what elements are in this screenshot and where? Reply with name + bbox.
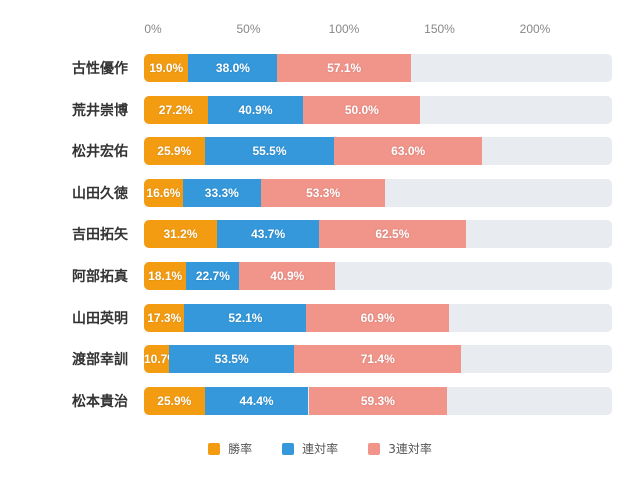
data-label: 53.3% (306, 185, 341, 200)
data-label: 18.1% (148, 269, 183, 283)
bar-segment[interactable]: 40.9% (239, 262, 336, 290)
data-label: 50.0% (344, 102, 379, 117)
data-label: 40.9% (238, 102, 273, 117)
bar-segment[interactable]: 27.2% (144, 95, 208, 124)
data-label: 25.9% (157, 144, 192, 159)
bar-track: 18.1% 22.7% 40.9% (144, 262, 612, 290)
bar-track: 27.2% 40.9% 50.0% (144, 95, 612, 124)
bar-segment[interactable]: 38.0% (188, 54, 278, 82)
bar-segment[interactable]: 50.0% (303, 95, 421, 124)
category-label: 山田英明 (72, 310, 128, 327)
bar-segment[interactable]: 18.1% (144, 262, 187, 290)
bar-segment[interactable]: 33.3% (182, 178, 261, 207)
x-tick-label: 100% (328, 22, 360, 36)
bar-segment[interactable]: 16.6% (144, 178, 183, 207)
data-label: 25.9% (157, 393, 192, 408)
bar-row: 渡部幸訓 10.7% 53.5% 71.4% (0, 345, 640, 374)
bar-track: 25.9% 55.5% 63.0% (144, 137, 612, 166)
data-label: 31.2% (163, 227, 198, 242)
category-label: 松井宏佑 (72, 144, 128, 161)
category-label: 荒井崇博 (72, 102, 128, 119)
bar-track: 16.6% 33.3% 53.3% (144, 178, 612, 207)
category-label: 阿部拓真 (72, 269, 128, 285)
bar-row: 荒井崇博 27.2% 40.9% 50.0% (0, 95, 640, 124)
legend-item[interactable]: 連対率 (282, 440, 338, 457)
data-label: 52.1% (228, 310, 263, 325)
bar-segment[interactable]: 31.2% (144, 220, 217, 249)
data-label: 59.3% (360, 393, 395, 408)
x-tick-label: 200% (519, 22, 551, 36)
bar-segment[interactable]: 63.0% (334, 137, 482, 166)
bar-track: 25.9% 44.4% 59.3% (144, 386, 612, 415)
bar-segment[interactable]: 52.1% (184, 303, 307, 332)
legend-swatch (208, 442, 221, 455)
data-label: 27.2% (158, 102, 193, 117)
legend-swatch (282, 442, 295, 455)
bar-row: 山田久徳 16.6% 33.3% 53.3% (0, 178, 640, 207)
bar-segment[interactable]: 53.3% (260, 178, 386, 207)
bar-row: 松本貴治 25.9% 44.4% 59.3% (0, 386, 640, 415)
data-label: 53.5% (214, 352, 249, 367)
x-tick-label: 50% (236, 22, 261, 36)
bar-segment[interactable]: 71.4% (294, 345, 462, 374)
bar-track: 19.0% 38.0% 57.1% (144, 54, 612, 82)
legend-swatch (368, 442, 381, 455)
bar-segment[interactable]: 10.7% (144, 345, 170, 374)
bar-segment[interactable]: 44.4% (204, 386, 309, 415)
data-label: 33.3% (204, 185, 239, 200)
category-label: 渡部幸訓 (72, 352, 128, 369)
category-label: 古性優作 (72, 61, 128, 77)
data-label: 22.7% (195, 269, 230, 283)
bar-track: 17.3% 52.1% 60.9% (144, 303, 612, 332)
legend: 勝率 連対率 3連対率 (0, 440, 640, 457)
data-label: 38.0% (215, 61, 250, 75)
bar-segment[interactable]: 62.5% (319, 220, 466, 249)
data-label: 63.0% (391, 144, 426, 159)
bar-segment[interactable]: 43.7% (217, 220, 320, 249)
data-label: 62.5% (375, 227, 410, 242)
bar-segment[interactable]: 25.9% (144, 386, 205, 415)
category-label: 山田久徳 (72, 185, 128, 202)
bar-track: 31.2% 43.7% 62.5% (144, 220, 612, 249)
data-label: 40.9% (270, 269, 305, 283)
bar-track: 10.7% 53.5% 71.4% (144, 345, 612, 374)
bar-segment[interactable]: 55.5% (204, 137, 335, 166)
data-label: 43.7% (251, 227, 286, 242)
data-label: 44.4% (239, 393, 274, 408)
bar-segment[interactable]: 60.9% (306, 303, 449, 332)
bar-segment[interactable]: 19.0% (144, 54, 189, 82)
category-label: 吉田拓矢 (72, 227, 128, 244)
legend-item[interactable]: 勝率 (208, 440, 252, 457)
bar-segment[interactable]: 17.3% (144, 303, 185, 332)
x-tick-label: 0% (144, 22, 162, 36)
data-label: 57.1% (327, 61, 362, 75)
bar-segment[interactable]: 53.5% (169, 345, 295, 374)
bar-segment[interactable]: 22.7% (186, 262, 240, 290)
data-label: 19.0% (149, 61, 184, 75)
legend-label: 勝率 (228, 442, 253, 456)
bar-row: 阿部拓真 18.1% 22.7% 40.9% (0, 262, 640, 290)
data-label: 10.7% (144, 352, 169, 367)
bar-row: 山田英明 17.3% 52.1% 60.9% (0, 303, 640, 332)
bar-segment[interactable]: 59.3% (308, 386, 448, 415)
x-tick-label: 150% (424, 22, 455, 36)
bar-row: 松井宏佑 25.9% 55.5% 63.0% (0, 137, 640, 166)
bar-row: 古性優作 19.0% 38.0% 57.1% (0, 54, 640, 82)
data-label: 55.5% (252, 144, 287, 159)
legend-label: 連対率 (302, 442, 339, 456)
legend-label: 3連対率 (388, 442, 432, 456)
data-label: 16.6% (146, 185, 181, 200)
data-label: 60.9% (360, 310, 395, 325)
data-label: 17.3% (147, 310, 182, 325)
bar-segment[interactable]: 40.9% (207, 95, 304, 124)
legend-item[interactable]: 3連対率 (368, 440, 432, 457)
bar-segment[interactable]: 57.1% (277, 54, 411, 82)
bar-row: 吉田拓矢 31.2% 43.7% 62.5% (0, 220, 640, 249)
data-label: 71.4% (360, 352, 395, 367)
category-label: 松本貴治 (72, 393, 128, 410)
bar-segment[interactable]: 25.9% (144, 137, 205, 166)
